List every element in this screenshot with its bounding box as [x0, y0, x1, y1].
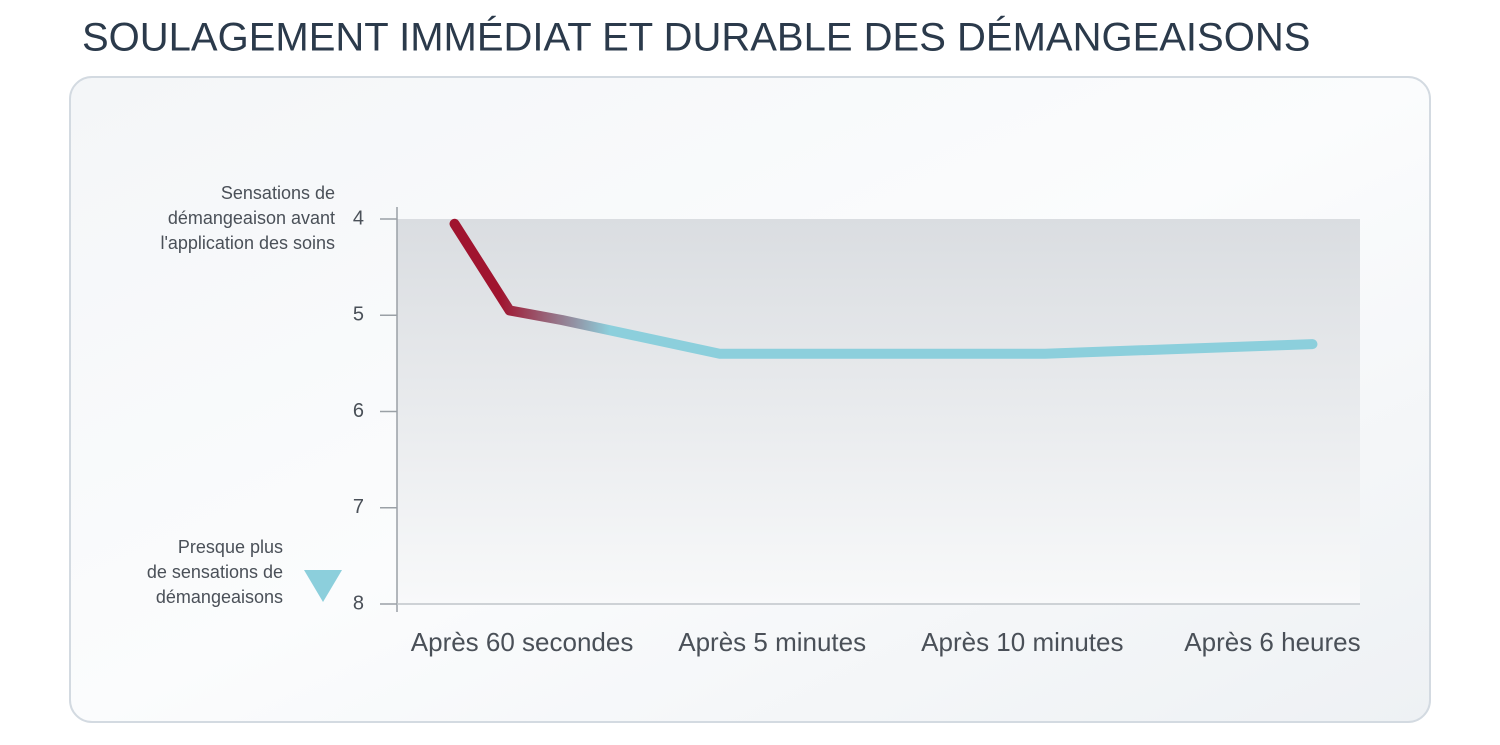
y-tick-label: 7: [353, 496, 364, 518]
y-axis-bottom-label: de sensations de: [147, 562, 283, 582]
y-axis-bottom-label: démangeaisons: [156, 587, 283, 607]
y-tick-label: 8: [353, 592, 364, 614]
y-tick-label: 4: [353, 207, 364, 229]
chart-title: SOULAGEMENT IMMÉDIAT ET DURABLE DES DÉMA…: [82, 15, 1310, 60]
y-axis-bottom-label: Presque plus: [178, 537, 283, 557]
plot-area: [397, 219, 1360, 604]
y-axis-top-label: démangeaison avant: [168, 208, 335, 228]
y-axis-top-label: Sensations de: [221, 183, 335, 203]
x-tick-label: Après 5 minutes: [678, 627, 866, 657]
x-tick-label: Après 60 secondes: [411, 627, 634, 657]
x-tick-label: Après 10 minutes: [921, 627, 1123, 657]
y-tick-label: 6: [353, 400, 364, 422]
y-axis-top-label: l'application des soins: [160, 233, 335, 253]
x-tick-label: Après 6 heures: [1184, 627, 1360, 657]
data-line: [449, 218, 1318, 359]
y-tick-label: 5: [353, 304, 364, 326]
triangle-icon: [304, 570, 342, 602]
